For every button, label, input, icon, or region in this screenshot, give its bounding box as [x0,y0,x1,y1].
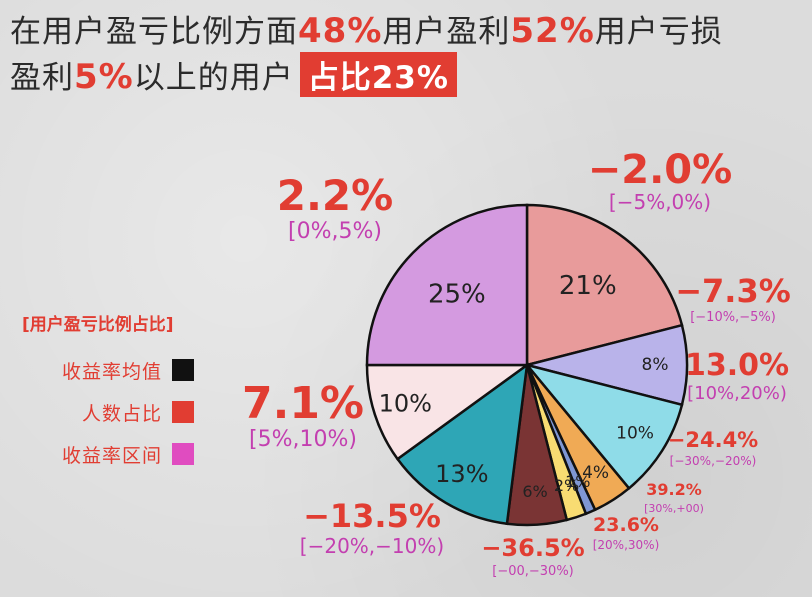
slice-mean-label: −24.4% [668,428,758,452]
slice-share-label: 21% [559,271,617,301]
legend-swatch [172,359,194,381]
slice-share-label: 1% [565,472,590,491]
title-segment: 在用户盈亏比例方面 [10,14,298,50]
slice-share-label: 25% [428,279,486,309]
legend-label: 收益率均值 [61,360,162,383]
legend-label: 收益率区间 [61,444,162,467]
slice-range-label: [−10%,−5%) [690,310,776,325]
slice-range-label: [10%,20%) [687,383,787,404]
pie-slice [395,362,529,526]
slice-mean-label: 13.0% [685,348,789,383]
slice-mean-label: −13.5% [303,497,441,535]
slice-mean-label: 7.1% [242,378,364,429]
slice-mean-label: −7.3% [675,272,791,310]
legend-item: 收益率均值 [22,349,194,391]
pie-slice [525,203,684,367]
legend-label: 人数占比 [81,402,162,425]
legend-title: [用户盈亏比例占比] [22,315,174,335]
title-segment: 占比23% [299,52,457,97]
slice-range-label: [30%,+00) [644,502,704,515]
title-segment: 用户盈利 [382,14,511,50]
title-segment: 52% [510,11,595,51]
title-line-2: 盈利5%以上的用户 占比23% [10,52,457,97]
slice-share-label: 4% [582,463,609,483]
title-line-1: 在用户盈亏比例方面48%用户盈利52%用户亏损 [10,6,723,51]
slice-share-label: 8% [642,355,669,375]
slice-mean-label: 39.2% [646,480,702,499]
legend-swatch [172,443,194,465]
title-segment: 盈利 [10,60,74,96]
pie-slice [365,363,531,461]
slice-mean-label: −2.0% [588,147,732,193]
slice-share-label: 13% [435,460,488,488]
slice-share-label: 10% [616,424,654,444]
title-segment: 48% [298,11,383,51]
slice-range-label: [−00,−30%) [492,564,574,579]
slice-range-label: [−30%,−20%) [670,454,757,468]
slice-mean-label: −36.5% [481,534,584,562]
slice-mean-label: 2.2% [277,171,393,220]
legend-swatch [172,401,194,423]
slice-mean-label: 23.6% [593,514,659,536]
legend-item: 收益率区间 [22,433,194,475]
slice-range-label: [−5%,0%) [609,190,711,214]
slice-range-label: [20%,30%) [593,538,660,552]
title-segment: 以上的用户 [133,60,294,96]
title-segment: 5% [74,57,134,97]
slice-share-label: 2% [554,476,579,495]
slice-share-label: 6% [522,482,547,501]
pie-slice [523,362,684,491]
slice-range-label: [0%,5%) [288,219,382,244]
slice-share-label: 10% [379,390,432,418]
title-segment: 用户亏损 [594,14,723,50]
slice-range-label: [−20%,−10%) [300,534,444,558]
legend-item: 人数占比 [22,391,194,433]
slice-range-label: [5%,10%) [249,427,357,452]
pie-slice [365,203,529,367]
legend: [用户盈亏比例占比] 收益率均值人数占比收益率区间 [22,310,194,475]
